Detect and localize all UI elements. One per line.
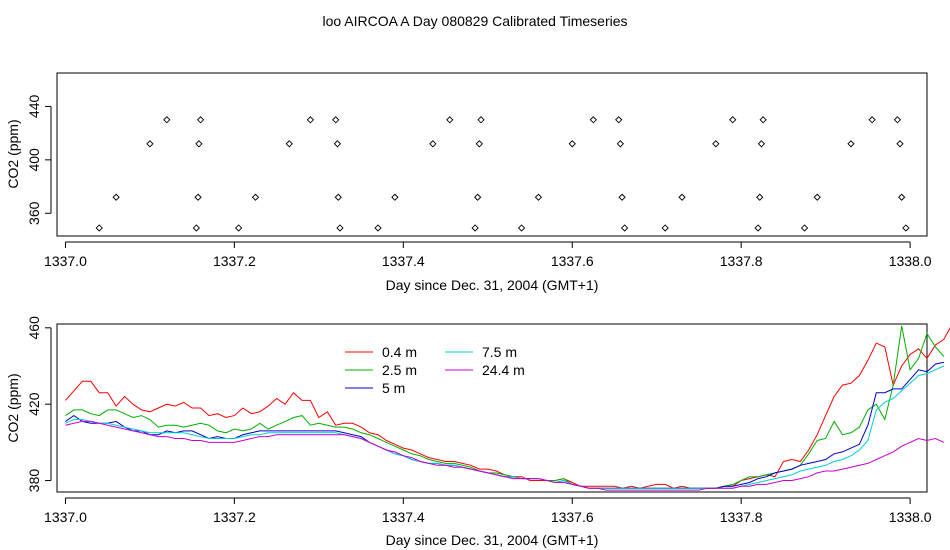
top-x-tick-label: 1337.8	[720, 253, 763, 269]
data-point-marker	[234, 224, 243, 232]
data-point-marker	[477, 116, 485, 124]
data-point-marker	[893, 116, 902, 124]
data-point-marker	[800, 224, 809, 232]
top-x-tick-label: 1337.2	[213, 253, 256, 269]
data-point-marker	[868, 116, 876, 124]
data-point-marker	[333, 140, 342, 148]
data-point-marker	[475, 140, 483, 148]
legend-label: 0.4 m	[382, 344, 417, 360]
data-point-marker	[759, 116, 767, 124]
data-point-marker	[896, 140, 904, 148]
data-point-marker	[813, 193, 821, 201]
top-plot-frame	[56, 72, 928, 237]
top-panel: 1337.0 1337.2 1337.4 1337.6 1337.8 1338.0 360…	[5, 72, 932, 293]
legend-label: 24.4 m	[482, 362, 525, 378]
data-point-marker	[474, 193, 482, 201]
data-point-marker	[306, 116, 315, 124]
data-point-marker	[620, 224, 629, 232]
top-x-axis: 1337.0 1337.2 1337.4 1337.6 1337.8 1338.0	[44, 241, 932, 269]
data-point-marker	[661, 224, 669, 232]
data-point-marker	[678, 193, 686, 201]
data-point-marker	[446, 116, 454, 124]
bottom-y-axis-label: CO2 (ppm)	[5, 373, 21, 442]
data-point-marker	[615, 116, 623, 124]
bottom-x-tick-label: 1337.4	[382, 509, 425, 525]
data-point-marker	[754, 224, 762, 232]
series-line-5-m	[65, 361, 945, 489]
data-point-marker	[847, 140, 855, 148]
bottom-y-tick-label: 380	[26, 469, 42, 493]
data-point-marker	[429, 140, 437, 148]
bottom-x-tick-label: 1337.2	[213, 509, 256, 525]
data-point-marker	[898, 193, 906, 201]
data-point-marker	[196, 116, 205, 124]
page-title: loo AIRCOA A Day 080829 Calibrated Times…	[322, 13, 627, 29]
bottom-plot-frame	[56, 323, 928, 493]
data-point-marker	[195, 140, 203, 148]
bottom-x-tick-label: 1337.8	[720, 509, 763, 525]
data-point-marker	[618, 193, 626, 201]
bottom-y-tick-label: 460	[26, 316, 42, 340]
top-x-tick-label: 1337.4	[382, 253, 425, 269]
data-point-marker	[112, 193, 120, 201]
data-point-marker	[146, 140, 154, 148]
top-x-axis-label: Day since Dec. 31, 2004 (GMT+1)	[386, 277, 599, 293]
bottom-y-axis: 380 420 460	[26, 316, 52, 493]
legend-label: 2.5 m	[382, 362, 417, 378]
data-point-marker	[334, 193, 342, 201]
top-y-tick-label: 400	[26, 148, 42, 172]
legend-label: 7.5 m	[482, 344, 517, 360]
top-y-axis-label: CO2 (ppm)	[5, 119, 21, 188]
top-y-tick-label: 440	[26, 95, 42, 119]
bottom-x-tick-label: 1337.0	[44, 509, 87, 525]
data-point-marker	[391, 193, 399, 201]
data-point-marker	[712, 140, 720, 148]
data-point-marker	[163, 116, 171, 124]
legend-label: 5 m	[382, 380, 405, 396]
data-point-marker	[517, 224, 526, 232]
bottom-x-axis-label: Day since Dec. 31, 2004 (GMT+1)	[386, 532, 599, 548]
data-point-marker	[589, 116, 597, 124]
top-x-tick-label: 1338.0	[889, 253, 932, 269]
top-y-axis: 360 400 440	[26, 95, 52, 225]
data-point-marker	[251, 193, 260, 201]
data-point-marker	[192, 224, 201, 232]
bottom-x-tick-label: 1337.6	[551, 509, 594, 525]
series-line-24-4-m	[65, 420, 945, 491]
series-line-7-5-m	[65, 365, 945, 489]
bottom-series-lines	[65, 325, 950, 491]
top-y-tick-label: 360	[26, 201, 42, 225]
data-point-marker	[336, 224, 344, 232]
data-point-marker	[729, 116, 737, 124]
top-x-tick-label: 1337.0	[44, 253, 87, 269]
top-markers	[95, 116, 910, 232]
data-point-marker	[756, 193, 764, 201]
top-x-tick-label: 1337.6	[551, 253, 594, 269]
bottom-x-axis: 1337.0 1337.2 1337.4 1337.6 1337.8 1338.0	[44, 497, 932, 525]
legend: 0.4 m 2.5 m 5 m 7.5 m 24.4 m	[345, 344, 525, 396]
data-point-marker	[332, 116, 340, 124]
bottom-x-tick-label: 1338.0	[889, 509, 932, 525]
bottom-y-tick-label: 420	[26, 392, 42, 416]
data-point-marker	[534, 193, 543, 201]
data-point-marker	[568, 140, 576, 148]
data-point-marker	[471, 224, 479, 232]
data-point-marker	[194, 193, 202, 201]
bottom-panel: 1337.0 1337.2 1337.4 1337.6 1337.8 1338.0 380…	[5, 316, 950, 548]
data-point-marker	[285, 140, 293, 148]
data-point-marker	[374, 224, 382, 232]
data-point-marker	[95, 224, 103, 232]
data-point-marker	[902, 224, 910, 232]
data-point-marker	[757, 140, 766, 148]
data-point-marker	[616, 140, 625, 148]
